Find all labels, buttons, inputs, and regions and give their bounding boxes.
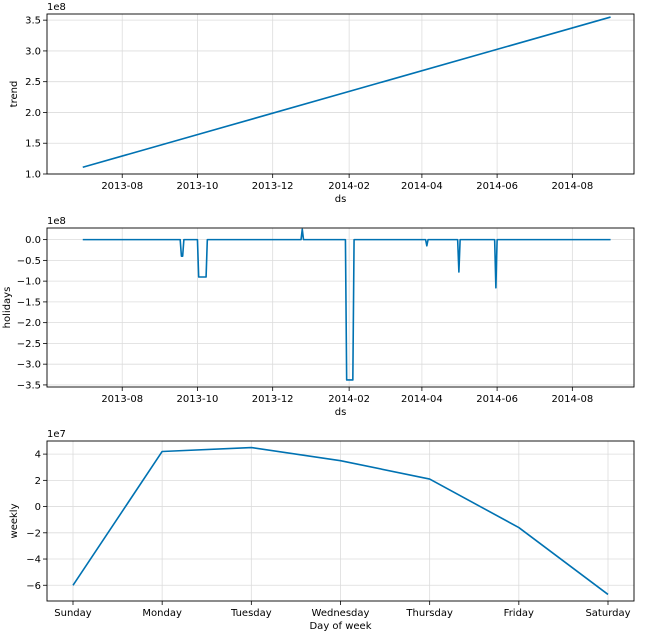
x-tick-label: 2014-08 <box>551 181 593 192</box>
x-tick-label: 2014-08 <box>551 394 593 405</box>
x-tick-label: 2013-08 <box>101 181 143 192</box>
series-line-holidays <box>82 228 611 381</box>
x-tick-label: Monday <box>142 608 182 619</box>
x-tick-label: Tuesday <box>230 608 272 619</box>
y-axis-label: holidays <box>2 287 13 329</box>
series-line-weekly <box>72 446 609 596</box>
axis-offset-label: 1e8 <box>47 216 66 227</box>
y-tick-label: −2 <box>26 528 41 539</box>
y-tick-label: 1.5 <box>25 139 41 150</box>
plot-frame <box>46 227 635 388</box>
x-tick-label: 2013-08 <box>101 394 143 405</box>
series-line-trend <box>82 16 611 168</box>
y-tick-label: 0.0 <box>25 235 41 246</box>
y-tick-label: 2.5 <box>25 77 41 88</box>
x-tick-label: 2014-04 <box>401 394 443 405</box>
y-tick-label: 0 <box>35 502 41 513</box>
x-tick-label: 2014-02 <box>328 181 370 192</box>
y-tick-label: 3.5 <box>25 16 41 27</box>
x-tick-label: 2013-12 <box>252 181 294 192</box>
y-tick-label: −0.5 <box>17 256 41 267</box>
y-axis-label: trend <box>9 81 20 108</box>
y-tick-label: 2.0 <box>25 108 41 119</box>
y-tick-label: 2 <box>35 476 41 487</box>
x-tick-label: 2013-10 <box>177 181 219 192</box>
y-tick-label: −3.0 <box>17 360 41 371</box>
x-axis-label: Day of week <box>309 621 371 632</box>
y-axis-label: weekly <box>9 503 20 538</box>
y-tick-label: −3.5 <box>17 380 41 391</box>
y-tick-label: 4 <box>35 450 41 461</box>
x-tick-label: Friday <box>504 608 534 619</box>
plot-frame <box>46 13 635 175</box>
x-tick-label: 2013-10 <box>177 394 219 405</box>
axis-offset-label: 1e7 <box>47 429 66 440</box>
panel-trend: 1.0 1.5 2.0 2.5 3.0 3.5 2013-08 2013-10 2013-12 2… <box>9 2 635 205</box>
x-tick-label: 2014-06 <box>476 181 518 192</box>
panel-holidays: −3.5 −3.0 −2.5 −2.0 −1.5 −1.0 −0.5 0.0 2013-08 20… <box>2 216 635 418</box>
panel-weekly: −6 −4 −2 0 2 4 Sunday Monday Tuesday Wednesday Thu… <box>9 429 635 632</box>
x-tick-label: Sunday <box>54 608 91 619</box>
y-tick-label: −2.0 <box>17 318 41 329</box>
x-tick-label: 2014-02 <box>328 394 370 405</box>
axis-offset-label: 1e8 <box>47 2 66 13</box>
x-tick-label: Thursday <box>405 608 453 619</box>
x-tick-label: 2014-06 <box>476 394 518 405</box>
y-tick-label: −4 <box>26 555 41 566</box>
x-tick-label: Saturday <box>585 608 630 619</box>
x-tick-label: 2014-04 <box>401 181 443 192</box>
y-tick-label: 1.0 <box>25 170 41 181</box>
x-axis-label: ds <box>335 194 347 205</box>
x-tick-label: 2013-12 <box>252 394 294 405</box>
y-tick-label: 3.0 <box>25 46 41 57</box>
y-tick-label: −1.0 <box>17 277 41 288</box>
x-tick-label: Wednesday <box>312 608 370 619</box>
y-tick-label: −6 <box>26 581 41 592</box>
x-axis-label: ds <box>335 407 347 418</box>
y-tick-label: −1.5 <box>17 297 41 308</box>
y-tick-label: −2.5 <box>17 339 41 350</box>
